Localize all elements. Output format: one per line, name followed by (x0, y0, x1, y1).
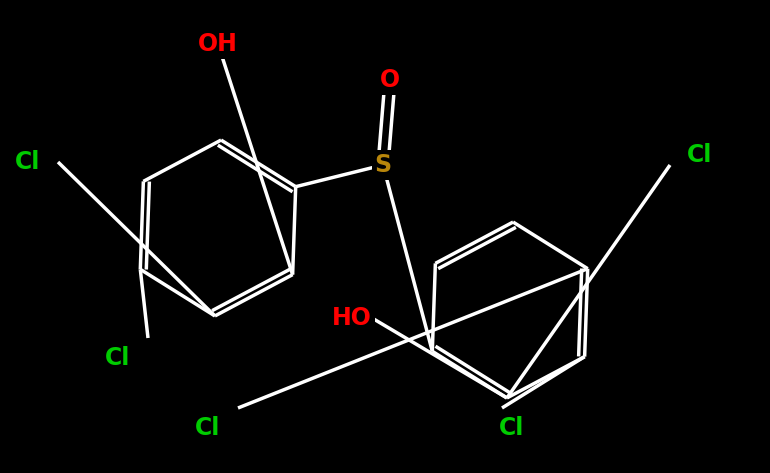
Text: OH: OH (198, 32, 238, 56)
Text: HO: HO (332, 306, 372, 330)
Text: O: O (380, 68, 400, 92)
Text: Cl: Cl (499, 416, 524, 440)
Text: Cl: Cl (15, 150, 41, 174)
Text: Cl: Cl (688, 143, 713, 167)
Text: Cl: Cl (105, 346, 131, 370)
Text: Cl: Cl (196, 416, 221, 440)
Text: S: S (374, 153, 392, 177)
